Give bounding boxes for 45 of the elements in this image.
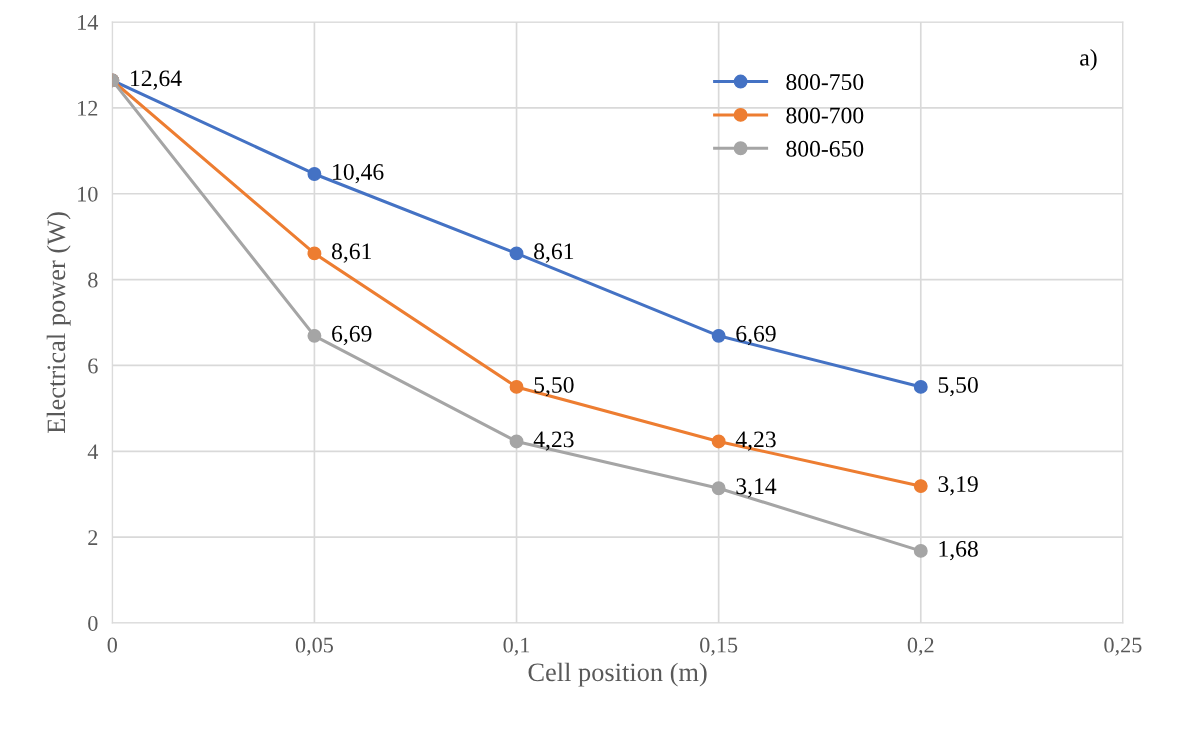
data-label: 6,69 — [736, 325, 776, 346]
legend-label: 800-750 — [786, 74, 864, 91]
point — [711, 434, 726, 449]
data-label: 4,23 — [533, 431, 574, 451]
y-tick-label: 8 — [88, 272, 98, 288]
data-label: 10,46 — [333, 163, 384, 184]
y-axis-title: Electrical power (W) — [46, 212, 71, 434]
point — [307, 167, 322, 181]
y-tick-label: 10 — [78, 186, 98, 202]
legend-label: 800-650 — [786, 140, 864, 157]
data-label: 8,61 — [534, 243, 574, 263]
y-tick-label: 12 — [78, 100, 98, 116]
point — [307, 246, 322, 261]
x-tick-label: 0,2 — [907, 637, 934, 656]
legend-label: 800-700 — [786, 107, 864, 124]
y-tick-label: 0 — [88, 615, 98, 631]
x-tick-label: 0,05 — [295, 637, 333, 656]
point — [711, 328, 726, 343]
point — [913, 379, 928, 394]
data-label: 3,14 — [736, 478, 777, 498]
y-tick-label: 4 — [87, 444, 99, 460]
data-label: 5,50 — [534, 376, 574, 397]
data-label: 4,23 — [735, 431, 776, 451]
x-tick-label: 0,25 — [1104, 637, 1142, 656]
x-tick-label: 0,15 — [700, 637, 738, 656]
point — [913, 479, 928, 494]
x-tick-label: 0,1 — [503, 637, 530, 656]
data-label: 6,69 — [332, 325, 372, 346]
point — [509, 246, 524, 261]
point — [711, 481, 726, 496]
y-tick-label: 2 — [88, 530, 98, 545]
point — [913, 543, 928, 558]
x-tick-label: 0 — [107, 637, 117, 653]
y-tick-label: 14 — [78, 15, 99, 30]
y-tick-label: 6 — [88, 358, 98, 374]
data-label: 1,68 — [939, 540, 978, 561]
x-axis-title: Cell position (m) — [528, 662, 707, 687]
data-label: 12,64 — [131, 70, 182, 90]
point — [307, 328, 322, 343]
data-label: 3,19 — [938, 476, 978, 496]
point — [509, 434, 524, 449]
data-label: 8,61 — [331, 243, 371, 263]
point — [509, 379, 524, 394]
annotation: a) — [1080, 49, 1097, 71]
data-label: 5,50 — [938, 376, 978, 397]
